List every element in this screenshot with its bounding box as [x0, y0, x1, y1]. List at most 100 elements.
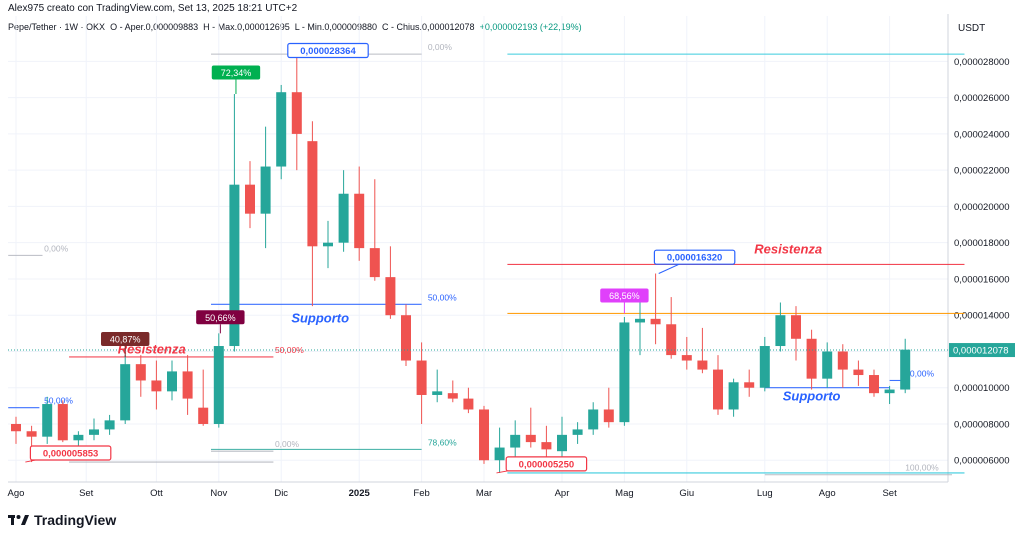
candle[interactable] — [89, 418, 99, 441]
candle[interactable] — [260, 126, 271, 249]
pct-4087[interactable]: 40,87% — [101, 332, 150, 357]
callout-high-mag-text: 0,000016320 — [667, 253, 722, 264]
candle-body — [385, 277, 396, 316]
candle[interactable] — [635, 302, 645, 356]
candle[interactable] — [447, 380, 458, 403]
candle[interactable] — [338, 170, 349, 252]
candle-body — [759, 346, 770, 388]
candle[interactable] — [291, 54, 302, 171]
candle[interactable] — [323, 220, 333, 269]
candle[interactable] — [853, 360, 864, 386]
callout-low-ago[interactable]: 0,000005853 — [25, 445, 112, 463]
candle[interactable] — [525, 407, 536, 448]
pct-5066-text: 50,66% — [205, 313, 236, 323]
legend-symbol[interactable]: Pepe/Tether · 1W · OKX — [8, 22, 106, 32]
candle[interactable] — [510, 420, 521, 459]
candle[interactable] — [11, 416, 21, 444]
candle[interactable] — [775, 302, 786, 352]
candle-body — [447, 393, 458, 399]
candle[interactable] — [354, 166, 365, 261]
candle-body — [401, 315, 411, 361]
candle[interactable] — [369, 179, 380, 281]
candle[interactable] — [603, 387, 614, 428]
callout-high-mag[interactable]: 0,000016320 — [653, 249, 736, 274]
candle-body — [837, 351, 848, 370]
x-tick-label: Nov — [210, 488, 227, 499]
candle[interactable] — [198, 369, 209, 426]
candle[interactable] — [791, 306, 801, 361]
candle[interactable] — [416, 342, 427, 424]
candle[interactable] — [276, 84, 287, 180]
pct-4087-box — [101, 332, 150, 347]
candle-body — [884, 389, 895, 394]
candle[interactable] — [463, 387, 474, 414]
candle[interactable] — [572, 422, 583, 444]
y-tick-label: 0,000006000 — [954, 456, 1009, 467]
legend-low: L - Min.0,000009880 — [294, 22, 377, 32]
candle[interactable] — [728, 378, 739, 417]
candle[interactable] — [307, 121, 318, 307]
candle[interactable] — [713, 355, 723, 415]
candle[interactable] — [744, 369, 755, 397]
candle[interactable] — [401, 304, 411, 366]
callout-high-mag-box — [653, 249, 736, 265]
fib-100-right-grey-label: 100,00% — [905, 463, 939, 473]
candle-body — [416, 360, 427, 395]
candle[interactable] — [245, 161, 255, 229]
candle[interactable] — [120, 355, 131, 424]
pct-6856[interactable]: 68,56% — [600, 288, 649, 314]
candle[interactable] — [229, 94, 240, 352]
pct-7234[interactable]: 72,34% — [211, 65, 261, 95]
currency-label[interactable]: USDT — [958, 23, 985, 34]
candle[interactable] — [479, 405, 489, 464]
candle[interactable] — [151, 360, 162, 410]
pct-5066[interactable]: 50,66% — [196, 310, 245, 334]
candle[interactable] — [822, 342, 833, 388]
candle-body — [276, 92, 287, 167]
candle[interactable] — [650, 273, 661, 345]
candle-body — [510, 434, 521, 448]
candle[interactable] — [697, 327, 708, 374]
candle[interactable] — [666, 297, 677, 359]
candle[interactable] — [681, 336, 692, 370]
candle[interactable] — [837, 344, 848, 388]
callout-low-mar[interactable]: 0,000005250 — [496, 456, 588, 474]
candle[interactable] — [806, 329, 817, 390]
candle[interactable] — [588, 402, 599, 435]
y-tick-label: 0,000024000 — [954, 129, 1009, 140]
candle[interactable] — [494, 427, 505, 473]
candle-body — [494, 447, 505, 461]
tradingview-logo[interactable]: TradingView — [8, 512, 116, 528]
candle[interactable] — [167, 360, 177, 401]
candle-body — [853, 369, 864, 376]
fib-786-left-label: 78,60% — [428, 437, 457, 447]
candle[interactable] — [557, 416, 567, 457]
candle-body — [728, 382, 739, 410]
candle[interactable] — [541, 425, 552, 463]
candle[interactable] — [869, 369, 879, 397]
candle[interactable] — [385, 246, 396, 319]
candle[interactable] — [432, 369, 443, 403]
callout-low-mar-box — [505, 456, 588, 472]
candle[interactable] — [900, 338, 911, 394]
candle-body — [588, 409, 599, 430]
candle-body — [635, 318, 645, 323]
candle[interactable] — [104, 414, 115, 435]
y-tick-label: 0,000026000 — [954, 93, 1009, 104]
callout-high-dic-box — [287, 42, 369, 59]
candle[interactable] — [884, 385, 895, 405]
pct-7234-text: 72,34% — [221, 68, 252, 78]
fib-0-left-label: 0,00% — [428, 42, 453, 52]
candle-body — [338, 193, 349, 243]
candle[interactable] — [759, 336, 770, 392]
candle[interactable] — [619, 317, 630, 426]
legend-open: O - Aper.0,000009883 — [110, 22, 199, 32]
candle[interactable] — [182, 355, 193, 415]
fib-0-small-label: 0,00% — [44, 243, 69, 253]
callout-high-dic[interactable]: 0,000028364 — [287, 42, 369, 59]
candle[interactable] — [57, 400, 68, 443]
candle[interactable] — [213, 333, 224, 428]
candle[interactable] — [42, 396, 53, 444]
candle[interactable] — [135, 355, 146, 397]
